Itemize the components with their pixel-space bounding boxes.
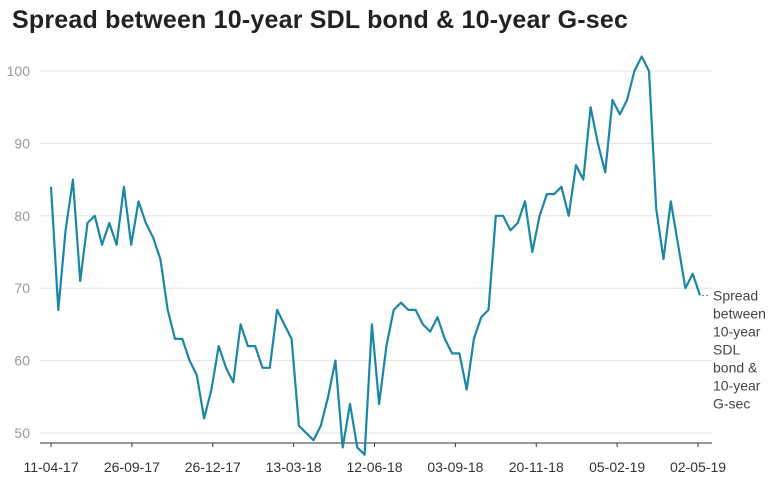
series-label-line: 10-year [713, 377, 761, 393]
series-end-label: Spread between 10-year SDL bond & 10-year G-se… [713, 287, 766, 411]
y-tick-label: 100 [7, 63, 31, 79]
x-tick-label: 26-09-17 [104, 459, 160, 475]
series-label-line: 10-year [713, 323, 761, 339]
y-tick-label: 70 [14, 280, 30, 296]
x-tick-label: 13-03-18 [266, 459, 322, 475]
series-label-line: Spread [713, 287, 758, 303]
x-tick-label: 12-06-18 [346, 459, 402, 475]
x-axis-ticks: 11-04-17 26-09-17 26-12-17 13-03-18 12-06-18… [23, 443, 726, 475]
series-label-line: bond & [713, 359, 758, 375]
y-tick-label: 90 [14, 135, 30, 151]
series-line [49, 55, 702, 456]
series-label-line: G-sec [713, 395, 750, 411]
x-tick-label: 26-12-17 [185, 459, 241, 475]
series-label-line: between [713, 305, 766, 321]
x-tick-label: 11-04-17 [23, 459, 78, 475]
x-tick-label: 20-11-18 [509, 459, 564, 475]
y-tick-label: 50 [14, 425, 30, 441]
y-tick-label: 60 [14, 353, 30, 369]
y-axis-ticks: 50 60 70 80 90 100 [7, 63, 31, 441]
y-tick-label: 80 [14, 208, 30, 224]
series-label-line: SDL [713, 341, 740, 357]
chart-title: Spread between 10-year SDL bond & 10-yea… [12, 6, 629, 34]
x-tick-label: 03-09-18 [427, 459, 483, 475]
x-tick-label: 02-05-19 [670, 459, 726, 475]
x-tick-label: 05-02-19 [589, 459, 645, 475]
